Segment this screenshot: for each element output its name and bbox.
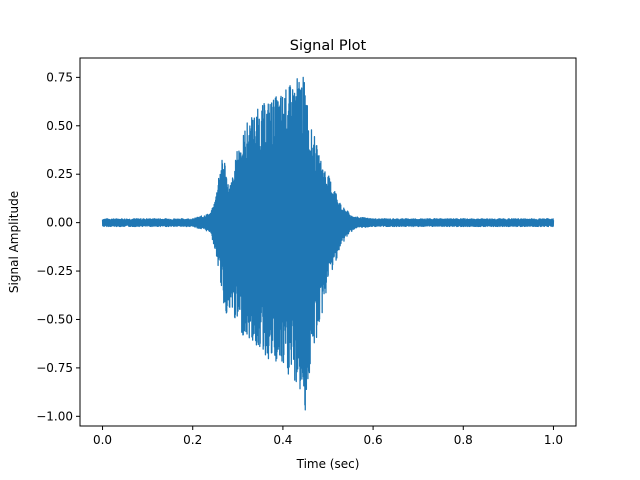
y-axis-label: Signal Amplitude [7,191,21,293]
y-tick-label: −0.25 [36,264,73,278]
y-tick-label: −0.75 [36,361,73,375]
y-tick-label: 0.00 [46,216,73,230]
y-tick-label: 0.50 [46,119,73,133]
y-tick-label: −1.00 [36,409,73,423]
x-tick-label: 0.2 [183,433,202,447]
plot-frame [79,57,577,427]
x-tick-label: 1.0 [544,433,563,447]
chart-title: Signal Plot [290,38,367,54]
y-tick-label: −0.50 [36,312,73,326]
y-tick-label: 0.25 [46,167,73,181]
waveform-series [101,76,555,411]
y-axis-ticks: 0.75 0.50 0.25 0.00 −0.25 −0.50 −0.75 −1.00 [36,70,80,423]
x-tick-label: 0.8 [454,433,473,447]
x-axis-ticks: 0.0 0.2 0.4 0.6 0.8 1.0 [93,426,563,447]
plot-area [101,76,555,411]
y-tick-label: 0.75 [46,70,73,84]
x-tick-label: 0.4 [273,433,292,447]
x-tick-label: 0.6 [364,433,383,447]
x-tick-label: 0.0 [93,433,112,447]
x-axis-label: Time (sec) [296,457,360,471]
waveform-line [101,76,555,411]
